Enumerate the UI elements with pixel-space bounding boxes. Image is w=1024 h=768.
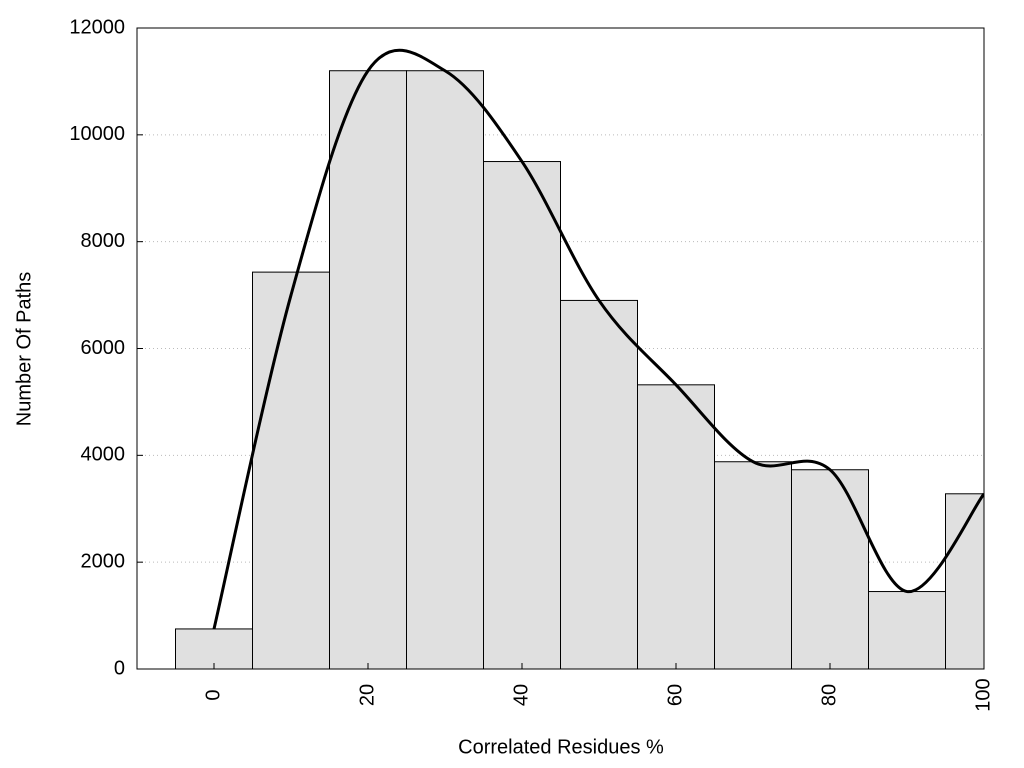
- bar: [329, 70, 407, 669]
- bars: [175, 70, 984, 669]
- curve-group: [212, 48, 984, 630]
- bar: [175, 628, 253, 669]
- x-axis-title: Correlated Residues %: [458, 736, 664, 758]
- x-tick-label: 80: [818, 684, 840, 706]
- y-tick-label: 10000: [69, 123, 125, 145]
- curve: [212, 48, 984, 630]
- y-tick-label: 4000: [81, 444, 126, 466]
- bar: [560, 299, 638, 669]
- y-axis-title: Number Of Paths: [13, 272, 35, 427]
- tick-labels: 0 2000 4000 6000 8000 10000 12000 0 20 40 60 80 100: [69, 16, 994, 711]
- bar: [483, 161, 561, 669]
- x-tick-label: 20: [356, 684, 378, 706]
- x-tick-label: 60: [664, 684, 686, 706]
- x-tick-label: 100: [972, 678, 994, 711]
- bar: [714, 461, 792, 669]
- y-tick-label: 0: [114, 657, 125, 679]
- y-tick-label: 2000: [81, 550, 126, 572]
- y-tick-label: 12000: [69, 16, 125, 38]
- bar: [406, 70, 484, 669]
- y-tick-label: 6000: [81, 337, 126, 359]
- y-tick-label: 8000: [81, 230, 126, 252]
- bar: [791, 469, 869, 669]
- bar: [252, 271, 330, 669]
- x-tick-label: 40: [510, 684, 532, 706]
- bar: [637, 384, 715, 669]
- bar: [868, 591, 946, 669]
- x-tick-label: 0: [202, 689, 224, 700]
